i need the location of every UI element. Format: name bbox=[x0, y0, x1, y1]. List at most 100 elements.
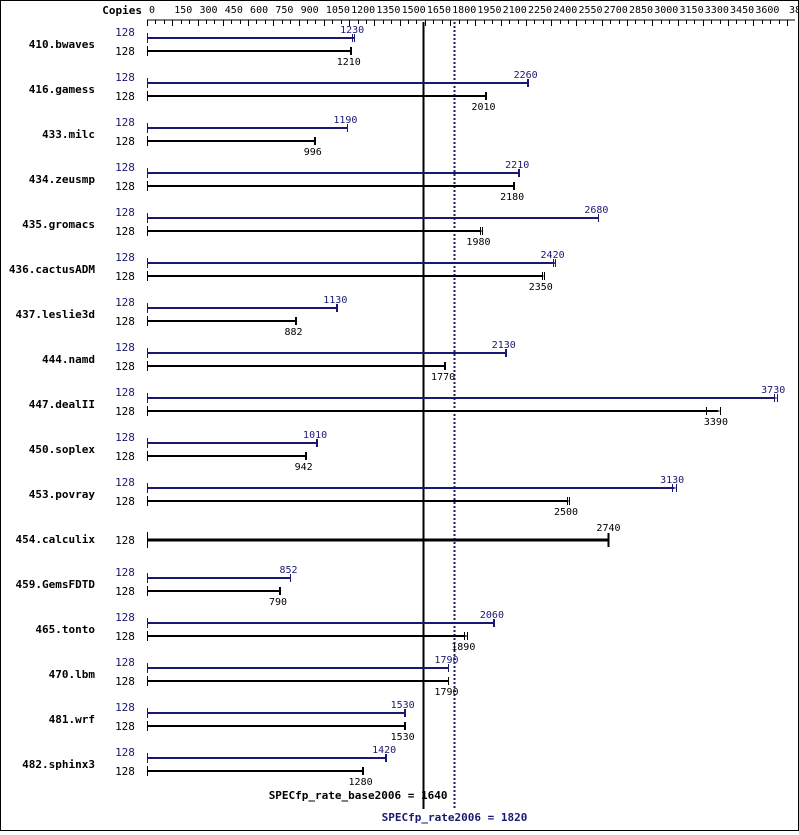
benchmark-row: 416.gamess 128 2260 128 2010 bbox=[29, 70, 538, 113]
x-tick-label: 2100 bbox=[503, 5, 527, 16]
x-tick-label: 2700 bbox=[604, 5, 628, 16]
base-copies-label: 128 bbox=[115, 90, 135, 103]
benchmark-name: 444.namd bbox=[42, 353, 95, 366]
base-value-label: 3390 bbox=[704, 417, 728, 428]
benchmark-row: 470.lbm 128 1790 128 1790 bbox=[49, 655, 459, 698]
peak-copies-label: 128 bbox=[115, 701, 135, 714]
benchmark-name: 482.sphinx3 bbox=[22, 758, 95, 771]
base-copies-label: 128 bbox=[115, 675, 135, 688]
x-tick-label: 1950 bbox=[477, 5, 501, 16]
base-copies-label: 128 bbox=[115, 450, 135, 463]
base-copies-label: 128 bbox=[115, 585, 135, 598]
base-copies-label: 128 bbox=[115, 225, 135, 238]
peak-value-label: 1230 bbox=[340, 25, 364, 36]
base-copies-label: 128 bbox=[115, 765, 135, 778]
benchmark-row: 436.cactusADM 128 2420 128 2350 bbox=[9, 250, 565, 293]
benchmark-name: 436.cactusADM bbox=[9, 263, 95, 276]
peak-copies-label: 128 bbox=[115, 746, 135, 759]
peak-copies-label: 128 bbox=[115, 476, 135, 489]
benchmark-name: 410.bwaves bbox=[29, 38, 95, 51]
x-tick-label: 1650 bbox=[427, 5, 451, 16]
benchmark-row: 482.sphinx3 128 1420 128 1280 bbox=[22, 745, 396, 788]
benchmark-row: 454.calculix 128 2740 bbox=[16, 523, 621, 548]
base-copies-label: 128 bbox=[115, 45, 135, 58]
benchmark-row: 433.milc 128 1190 128 996 bbox=[42, 115, 357, 158]
peak-copies-label: 128 bbox=[115, 71, 135, 84]
peak-value-label: 1420 bbox=[372, 745, 396, 756]
benchmark-name: 434.zeusmp bbox=[29, 173, 96, 186]
base-copies-label: 128 bbox=[115, 534, 135, 547]
benchmark-name: 447.dealII bbox=[29, 398, 95, 411]
benchmark-row: 410.bwaves 128 1230 128 1210 bbox=[29, 25, 364, 68]
copies-header: Copies bbox=[102, 4, 142, 17]
benchmark-row: 459.GemsFDTD 128 852 128 790 bbox=[16, 565, 298, 608]
x-tick-label: 3600 bbox=[755, 5, 779, 16]
x-tick-label: 1500 bbox=[402, 5, 426, 16]
peak-copies-label: 128 bbox=[115, 656, 135, 669]
benchmark-row: 453.povray 128 3130 128 2500 bbox=[29, 475, 684, 518]
base-value-label: 1790 bbox=[434, 687, 458, 698]
benchmark-name: 470.lbm bbox=[49, 668, 96, 681]
peak-copies-label: 128 bbox=[115, 296, 135, 309]
benchmark-row: 434.zeusmp 128 2210 128 2180 bbox=[29, 160, 529, 203]
benchmarks: 410.bwaves 128 1230 128 1210 416.gamess 128 226… bbox=[9, 25, 785, 788]
peak-value-label: 2060 bbox=[480, 610, 504, 621]
peak-value-label: 1530 bbox=[391, 700, 415, 711]
peak-value-label: 1010 bbox=[303, 430, 327, 441]
peak-copies-label: 128 bbox=[115, 116, 135, 129]
peak-value-label: 2210 bbox=[505, 160, 529, 171]
x-tick-label: 150 bbox=[174, 5, 192, 16]
benchmark-name: 435.gromacs bbox=[22, 218, 95, 231]
x-tick-label: 2400 bbox=[553, 5, 577, 16]
x-tick-label: 300 bbox=[200, 5, 218, 16]
peak-value-label: 1130 bbox=[323, 295, 347, 306]
base-value-label: 2350 bbox=[529, 282, 553, 293]
x-tick-label: 3800 bbox=[789, 5, 798, 16]
peak-copies-label: 128 bbox=[115, 206, 135, 219]
peak-value-label: 3730 bbox=[761, 385, 785, 396]
peak-value-label: 1790 bbox=[434, 655, 458, 666]
benchmark-name: 433.milc bbox=[42, 128, 95, 141]
base-copies-label: 128 bbox=[115, 270, 135, 283]
benchmark-name: 453.povray bbox=[29, 488, 96, 501]
peak-reference-label: SPECfp_rate2006 = 1820 bbox=[382, 811, 528, 824]
benchmark-name: 465.tonto bbox=[35, 623, 95, 636]
base-copies-label: 128 bbox=[115, 405, 135, 418]
peak-copies-label: 128 bbox=[115, 251, 135, 264]
base-value-label: 1770 bbox=[431, 372, 455, 383]
peak-copies-label: 128 bbox=[115, 161, 135, 174]
x-tick-label: 450 bbox=[225, 5, 243, 16]
x-tick-label: 3450 bbox=[730, 5, 754, 16]
benchmark-row: 465.tonto 128 2060 128 1890 bbox=[35, 610, 504, 653]
base-copies-label: 128 bbox=[115, 495, 135, 508]
x-tick-label: 2250 bbox=[528, 5, 552, 16]
peak-value-label: 1190 bbox=[333, 115, 357, 126]
peak-value-label: 852 bbox=[279, 565, 297, 576]
x-tick-label: 750 bbox=[275, 5, 293, 16]
x-tick-label: 1200 bbox=[351, 5, 375, 16]
base-value-label: 882 bbox=[285, 327, 303, 338]
reference-lines: SPECfp_rate_base2006 = 1640 SPECfp_rate20… bbox=[269, 22, 528, 824]
base-copies-label: 128 bbox=[115, 315, 135, 328]
x-axis: 0 150 300 450 600 750 900 1050 1200 1350 1500 1650 1… bbox=[147, 5, 799, 26]
benchmark-name: 450.soplex bbox=[29, 443, 96, 456]
base-value-label: 942 bbox=[295, 462, 313, 473]
base-reference-label: SPECfp_rate_base2006 = 1640 bbox=[269, 789, 448, 802]
base-value-label: 1210 bbox=[337, 57, 361, 68]
peak-value-label: 2130 bbox=[492, 340, 516, 351]
base-value-label: 2010 bbox=[471, 102, 495, 113]
peak-copies-label: 128 bbox=[115, 386, 135, 399]
base-value-label: 1530 bbox=[391, 732, 415, 743]
peak-copies-label: 128 bbox=[115, 431, 135, 444]
benchmark-row: 435.gromacs 128 2680 128 1980 bbox=[22, 205, 608, 248]
peak-value-label: 2680 bbox=[584, 205, 608, 216]
peak-value-label: 2260 bbox=[514, 70, 538, 81]
benchmark-row: 444.namd 128 2130 128 1770 bbox=[42, 340, 516, 383]
peak-copies-label: 128 bbox=[115, 341, 135, 354]
benchmark-name: 416.gamess bbox=[29, 83, 95, 96]
base-value-label: 790 bbox=[269, 597, 287, 608]
x-tick-label: 0 bbox=[149, 5, 155, 16]
x-tick-label: 1050 bbox=[326, 5, 350, 16]
